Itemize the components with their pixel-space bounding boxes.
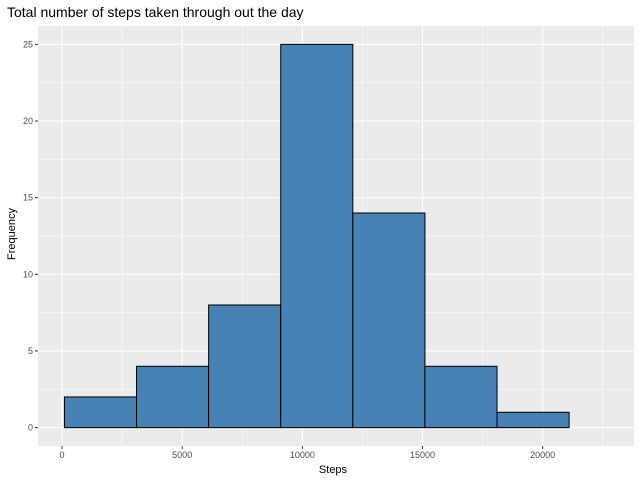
y-tick-label: 10 [23, 269, 33, 279]
x-tick-label: 15000 [410, 450, 435, 460]
y-axis-ticks: 0 5 10 15 20 25 [23, 39, 38, 433]
histogram-bars [63, 43, 570, 429]
histogram-bar-3 [208, 304, 282, 429]
histogram-bar-1 [63, 396, 138, 429]
y-tick-label: 15 [23, 193, 33, 203]
x-tick-label: 0 [60, 450, 65, 460]
x-tick-label: 5000 [172, 450, 192, 460]
histogram-bar-2 [136, 365, 210, 429]
y-tick-label: 0 [28, 423, 33, 433]
histogram-bar-4 [280, 43, 354, 429]
y-tick-label: 25 [23, 39, 33, 49]
histogram-bar-5 [352, 212, 426, 429]
y-tick-label: 20 [23, 116, 33, 126]
histogram-bar-6 [424, 365, 498, 429]
x-tick-label: 10000 [290, 450, 315, 460]
histogram-bar-7 [496, 411, 570, 429]
x-tick-label: 20000 [530, 450, 555, 460]
y-tick-label: 5 [28, 346, 33, 356]
x-axis-ticks: 0 5000 10000 15000 20000 [60, 446, 555, 460]
x-axis-title: Steps [319, 464, 348, 476]
y-axis-title: Frequency [6, 208, 18, 260]
chart-title: Total number of steps taken through out … [7, 4, 304, 20]
